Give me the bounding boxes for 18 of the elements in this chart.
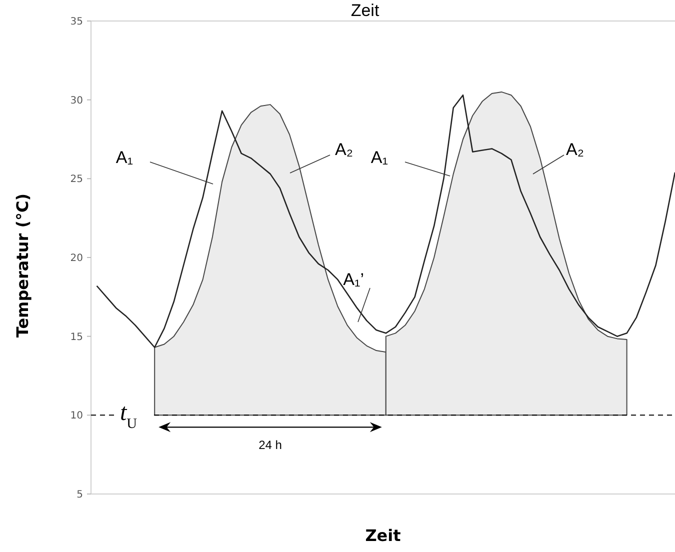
- y-tick-label: 35: [70, 16, 83, 28]
- x-axis-title: Zeit: [365, 526, 402, 545]
- annotation: A₂: [335, 140, 353, 159]
- y-tick-label: 25: [70, 174, 83, 186]
- annotation: A₁’: [343, 270, 364, 289]
- y-tick-label: 10: [70, 410, 83, 422]
- chart-title: Zeit: [350, 1, 380, 20]
- y-tick-label: 30: [70, 95, 83, 106]
- y-tick-label: 5: [76, 490, 83, 500]
- line-series: [96, 94, 675, 348]
- y-tick-label: 20: [70, 253, 83, 264]
- annotation: A₂: [566, 140, 584, 159]
- y-tick-label: 15: [70, 332, 83, 343]
- ref-line-label: t$_{U}$: [120, 400, 138, 432]
- annotation: A₁: [370, 148, 388, 167]
- annotation: A₁: [116, 148, 134, 167]
- annotation: 24 h: [258, 438, 282, 452]
- y-axis-title: Temperatur (°C): [13, 193, 32, 338]
